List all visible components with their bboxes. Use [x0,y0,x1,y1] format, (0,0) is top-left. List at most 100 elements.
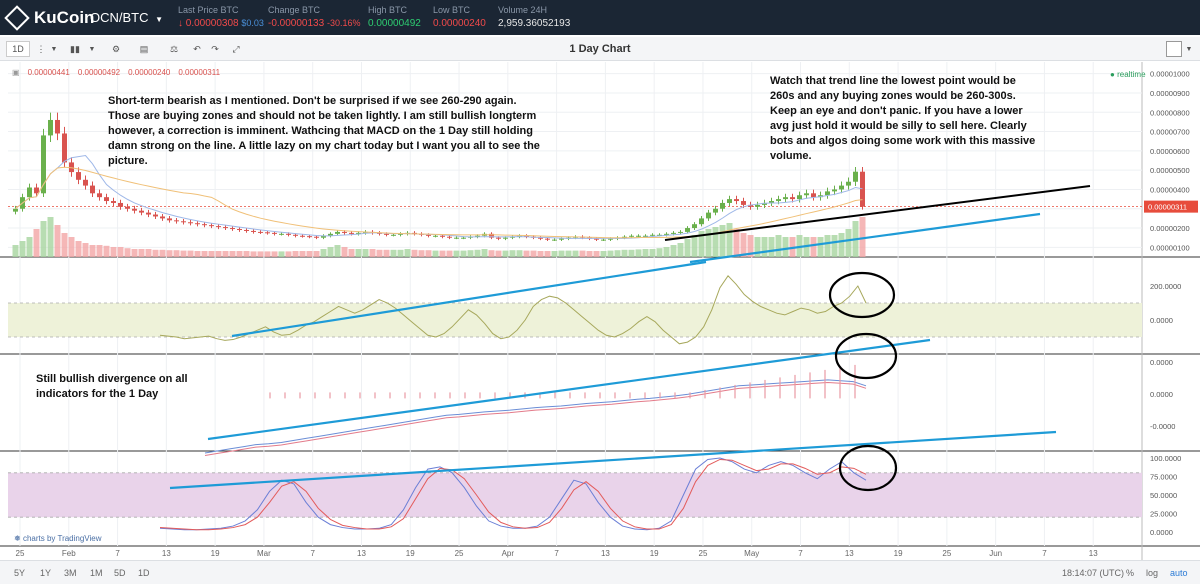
candle-body [706,212,711,219]
timeframe-1d[interactable]: 1D [138,568,150,578]
fullscreen-icon[interactable]: ⤢ [232,43,240,54]
stoch-d-line [159,458,867,531]
x-tick-label: 25 [16,549,25,558]
candles-icon[interactable]: ▮▮ [70,43,80,54]
volume-bar [460,250,467,257]
candle-body [762,202,767,205]
volume-bar [593,251,600,257]
tradingview-attribution[interactable]: ❅ charts by TradingView [14,534,102,543]
candle-body [342,231,347,233]
candle-body [727,199,732,203]
macd-lines [204,364,867,457]
log-toggle[interactable]: log [1146,568,1159,578]
chevron-down-icon[interactable]: ▼ [1185,45,1193,53]
cci-band [8,302,1142,338]
candle-body [790,197,795,200]
candle-body [692,224,697,229]
candle-body [671,232,676,234]
x-tick-label: Apr [502,549,515,558]
compare-icon[interactable]: ⚖ [169,43,179,54]
timeframe-5y[interactable]: 5Y [14,568,26,578]
stoch-tick-label: 75.0000 [1150,473,1177,482]
candle-body [811,193,816,198]
volume-bar [404,249,411,257]
indicators-icon[interactable]: ▤ [139,43,149,54]
volume-bar [33,229,40,257]
auto-toggle[interactable]: auto [1170,568,1188,578]
price-tick-label: 0.00000800 [1150,108,1190,117]
chevron-down-icon[interactable]: ▼ [88,45,96,53]
volume-bar [733,229,740,257]
percent-toggle[interactable]: % [1126,568,1135,578]
stoch-k-line [159,457,867,531]
interval-button[interactable]: 1D [6,41,30,57]
volume-bar [376,249,383,257]
candle-body [601,239,606,241]
candle-body [293,234,298,236]
candle-body [454,237,459,239]
kucoin-logo[interactable]: KuCoin [4,5,95,31]
stat-label: Low BTC [433,5,471,15]
candle-body [104,197,109,202]
volume-bar [663,247,670,257]
stat-sub: $0.03 [241,18,264,28]
candle-body [755,204,760,207]
x-tick-label: May [744,549,759,558]
stat-value: 2,959.36052193 [498,18,571,29]
timeframe-1m[interactable]: 1M [90,568,103,578]
volume-bar [327,247,334,257]
cci-line [159,275,867,345]
candle-body [685,228,690,232]
highlight-circle-cci [828,271,896,319]
pair-selector[interactable]: OCN/BTC ▼ [90,10,163,25]
trend-line-price-lower [231,260,707,338]
candle-body [279,233,284,235]
candle-body [146,212,151,215]
timeframe-3m[interactable]: 3M [64,568,77,578]
candle-body [244,229,249,231]
volume-bar [579,250,586,257]
candle-body [489,233,494,238]
volume-bar [775,235,782,257]
volume-bar [628,249,635,257]
volume-bar [453,250,460,257]
x-tick-label: 13 [1089,549,1098,558]
price-chart[interactable]: 0.00001000 0.00000900 0.00000800 0.00000700… [0,62,1200,560]
candle-body [384,233,389,235]
more-vertical-icon[interactable]: ⋮ [36,43,46,54]
logo-text: KuCoin [34,8,95,27]
volume-bar [509,250,516,257]
gear-icon[interactable]: ⚙ [111,43,121,54]
timeframe-5d[interactable]: 5D [114,568,126,578]
stoch-band-fill [8,472,1142,518]
volume-bar [341,247,348,257]
candle-body [62,133,67,163]
stat-value: ↓ 0.00000308 [178,18,239,29]
stoch-tick-label: 100.0000 [1150,454,1181,463]
utc-clock: 18:14:07 (UTC) [1062,568,1125,578]
volume-bar [334,245,341,257]
volume-bar [292,251,299,257]
undo-icon[interactable]: ↶ [193,43,201,54]
volume-bar [446,250,453,257]
volume-bar [810,237,817,257]
candle-body [391,234,396,236]
volume-bar [285,251,292,257]
volume-bar [131,249,138,257]
candle-body [48,119,53,136]
chevron-down-icon[interactable]: ▼ [50,45,58,53]
candle-body [76,172,81,180]
volume-bar [369,249,376,257]
volume-bar [705,229,712,257]
candle-body [741,201,746,205]
candle-body [237,229,242,231]
volume-bar [383,249,390,257]
tradingview-icon: ❅ [14,534,21,543]
candle-body [139,210,144,213]
redo-icon[interactable]: ↷ [211,43,219,54]
timeframe-1y[interactable]: 1Y [40,568,52,578]
volume-bar [565,250,572,257]
x-tick-label: 7 [554,549,559,558]
volume-bar [425,250,432,257]
layout-icon[interactable] [1166,41,1182,57]
